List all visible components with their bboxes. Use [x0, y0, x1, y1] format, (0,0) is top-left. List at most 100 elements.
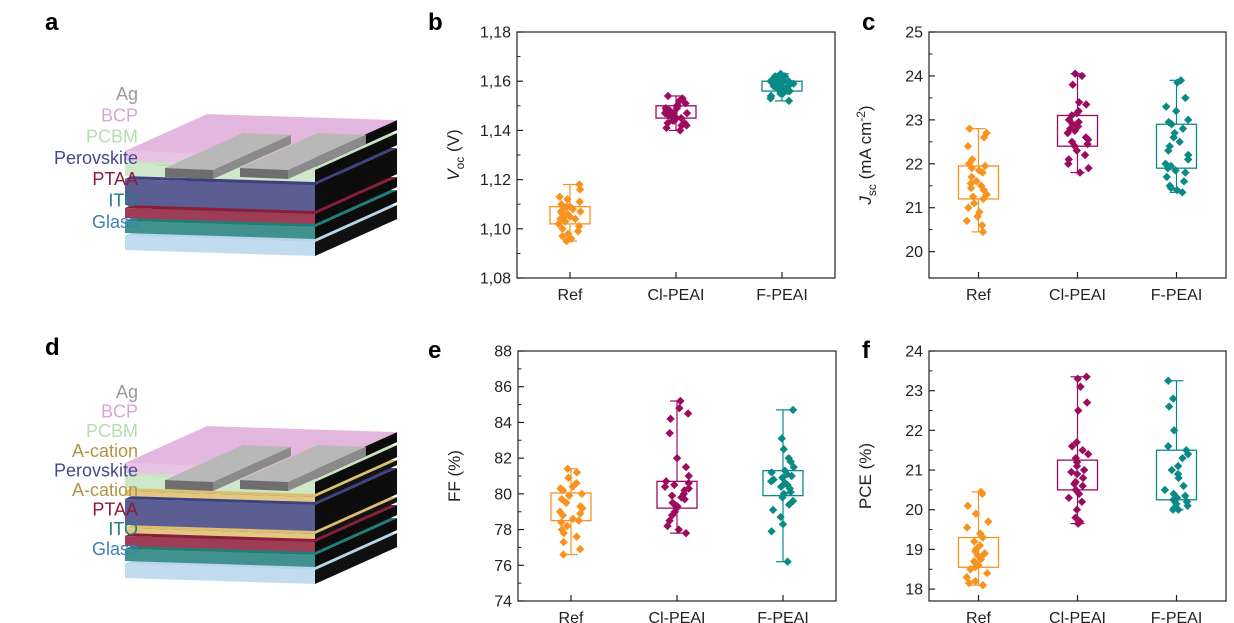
panel-letter-b: b — [428, 9, 443, 36]
data-point — [787, 471, 796, 481]
y-tick-label: 1,12 — [480, 172, 511, 189]
data-point — [558, 231, 567, 241]
data-point — [1072, 109, 1082, 118]
y-tick-label: 25 — [905, 25, 923, 42]
data-point — [973, 551, 982, 560]
data-point — [1164, 402, 1174, 411]
data-point — [778, 473, 787, 482]
data-point — [557, 495, 566, 504]
data-point — [563, 464, 572, 474]
data-point — [555, 507, 565, 516]
y-tick-label: 82 — [494, 451, 512, 468]
data-point — [680, 495, 689, 504]
y-tick-label: 78 — [494, 522, 512, 539]
data-point — [1072, 146, 1082, 155]
data-point — [776, 482, 786, 491]
data-point — [577, 489, 587, 499]
data-point — [674, 525, 683, 534]
data-point — [1077, 71, 1087, 81]
data-point — [1161, 159, 1170, 168]
data-point — [972, 177, 981, 186]
series-ref — [957, 124, 1000, 237]
data-point — [1064, 115, 1074, 125]
data-point — [1083, 135, 1093, 144]
y-tick-label: 1,08 — [480, 271, 511, 288]
data-point — [964, 203, 973, 212]
layer-label-a-cation: A-cation — [72, 441, 138, 461]
data-point — [675, 96, 684, 106]
data-point — [962, 216, 972, 226]
data-point — [971, 509, 981, 518]
y-tick-label: 1,16 — [480, 74, 511, 91]
y-tick-label: 80 — [494, 486, 512, 503]
x-tick-label: F-PEAI — [756, 287, 808, 304]
data-point — [667, 511, 677, 520]
layer-label-glass: Glass — [92, 212, 138, 232]
data-point — [663, 521, 672, 531]
data-point — [786, 487, 795, 497]
data-point — [1073, 519, 1083, 528]
data-point — [1074, 489, 1084, 499]
data-point — [681, 99, 690, 108]
data-point — [1172, 185, 1182, 195]
data-point — [571, 214, 580, 224]
layer-label-pcbm: PCBM — [86, 127, 138, 147]
data-point — [779, 77, 788, 86]
data-point — [575, 545, 585, 554]
data-point — [980, 549, 989, 558]
series-f-peai — [762, 405, 804, 566]
data-point — [684, 471, 693, 481]
data-point — [784, 453, 793, 463]
data-point — [1071, 453, 1081, 463]
data-point — [968, 192, 978, 201]
data-point — [786, 457, 795, 466]
data-point — [1078, 446, 1087, 455]
chart-voc: 1,08 1,10 1,12 1,14 1,16 1,18 Ref Cl-PEAI F-PEAI… — [444, 25, 836, 304]
data-point — [672, 113, 681, 123]
data-point — [1084, 449, 1093, 459]
series-f-peai — [1155, 76, 1198, 197]
series-ref — [550, 464, 592, 559]
data-point — [1082, 100, 1091, 109]
data-point — [672, 453, 682, 463]
data-point — [971, 576, 980, 586]
x-tick-label: Ref — [558, 287, 583, 304]
data-point — [677, 113, 686, 123]
data-point — [1169, 426, 1179, 435]
data-point — [667, 491, 677, 500]
data-point — [978, 533, 988, 542]
data-point — [979, 133, 989, 142]
data-point — [558, 511, 568, 520]
data-point — [575, 180, 584, 189]
x-tick-label: Cl-PEAI — [1049, 610, 1106, 623]
data-point — [676, 396, 685, 406]
data-point — [778, 493, 787, 502]
data-point — [564, 491, 574, 500]
data-point — [1166, 161, 1176, 171]
series-ref — [957, 487, 1000, 590]
data-point — [785, 86, 794, 96]
data-point — [1179, 481, 1188, 491]
data-point — [1164, 442, 1173, 451]
y-tick-label: 20 — [905, 502, 923, 519]
data-point — [1178, 188, 1187, 197]
y-tick-label: 86 — [494, 379, 512, 396]
data-point — [563, 195, 572, 204]
data-point — [962, 572, 971, 582]
data-point — [680, 118, 689, 128]
data-point — [1163, 163, 1173, 173]
data-point — [982, 190, 991, 199]
data-point — [1168, 505, 1178, 514]
panel-letter-a: a — [45, 9, 59, 36]
data-point — [660, 482, 670, 491]
data-point — [1064, 155, 1073, 164]
data-point — [966, 183, 976, 193]
data-point — [1075, 168, 1085, 177]
data-point — [663, 91, 673, 101]
data-point — [979, 194, 988, 204]
data-point — [1181, 93, 1190, 103]
y-tick-label: 24 — [905, 68, 923, 85]
x-tick-label: F-PEAI — [1151, 610, 1203, 623]
data-point — [977, 221, 987, 230]
data-point — [575, 197, 584, 206]
